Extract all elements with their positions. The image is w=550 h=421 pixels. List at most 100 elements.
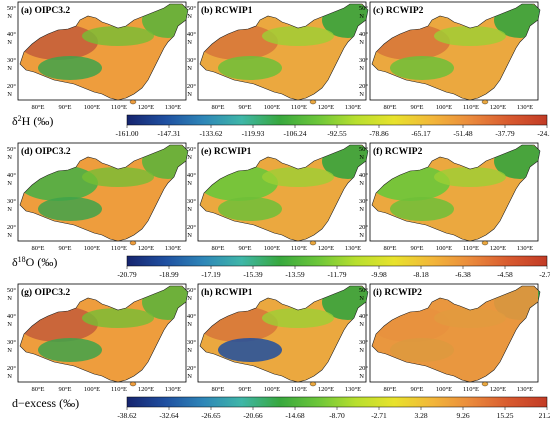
- colorbar-tick-label: -78.86: [369, 129, 389, 138]
- lon-label: 100°E: [264, 386, 280, 393]
- lat-label: 40°: [359, 172, 369, 179]
- lat-hemisphere: N: [7, 347, 12, 354]
- lat-hemisphere: N: [7, 154, 12, 161]
- colorbar-tick-label: 21.23: [539, 411, 550, 420]
- colorbar: -161.00 -147.31 -133.62 -119.93 -106.24 -92.5…: [115, 114, 550, 138]
- lon-label: 80°E: [31, 245, 44, 252]
- colorbar-tick-label: -14.68: [285, 411, 305, 420]
- colorbar-tick-label: -147.31: [157, 129, 180, 138]
- lat-label: 30°: [187, 339, 197, 346]
- lat-label: 50°: [7, 5, 17, 12]
- lat-hemisphere: N: [187, 232, 192, 239]
- lat-hemisphere: N: [359, 347, 364, 354]
- lat-hemisphere: N: [187, 91, 192, 98]
- lat-hemisphere: N: [187, 206, 192, 213]
- lon-label: 100°E: [264, 104, 280, 111]
- lat-label: 40°: [7, 31, 17, 38]
- colorbar-tick-label: -18.99: [159, 270, 179, 279]
- colorbar-tick-label: -37.79: [495, 129, 515, 138]
- lon-label: 110°E: [291, 104, 307, 111]
- colorbar-ramp: [126, 114, 548, 126]
- lon-label: 110°E: [111, 245, 127, 252]
- colorbar-tick-label: -17.19: [201, 270, 221, 279]
- lon-label: 110°E: [463, 245, 479, 252]
- lat-hemisphere: N: [359, 91, 364, 98]
- map-panel: (g) OIPC3.250°N40°N30°N20°N80°E 90°E 100°E…: [7, 283, 189, 393]
- lat-hemisphere: N: [359, 232, 364, 239]
- lat-hemisphere: N: [187, 321, 192, 328]
- lon-label: 80°E: [383, 386, 396, 393]
- colorbar-tick-label: -119.93: [242, 129, 265, 138]
- lat-hemisphere: N: [7, 180, 12, 187]
- figure-row-3: (g) OIPC3.250°N40°N30°N20°N80°E 90°E 100°E…: [7, 283, 550, 420]
- colorbar-tick-label: -2.71: [371, 411, 387, 420]
- lon-label: 80°E: [31, 386, 44, 393]
- lat-label: 20°: [7, 83, 17, 90]
- lon-label: 110°E: [111, 386, 127, 393]
- lat-hemisphere: N: [359, 39, 364, 46]
- lat-label: 30°: [359, 198, 369, 205]
- lon-label: 90°E: [58, 104, 71, 111]
- lat-hemisphere: N: [359, 13, 364, 20]
- lon-label: 130°E: [517, 104, 533, 111]
- colorbar-tick-label: -24.10: [537, 129, 550, 138]
- colorbar-tick-label: -8.70: [329, 411, 345, 420]
- lon-label: 130°E: [517, 386, 533, 393]
- lon-label: 100°E: [264, 245, 280, 252]
- lon-label: 120°E: [318, 245, 334, 252]
- colorbar-ramp: [126, 255, 548, 267]
- colorbar-tick-label: -4.58: [497, 270, 513, 279]
- lat-label: 30°: [7, 339, 17, 346]
- lon-label: 120°E: [318, 386, 334, 393]
- lat-label: 50°: [187, 5, 197, 12]
- hainan-island: [129, 240, 137, 246]
- lat-hemisphere: N: [7, 65, 12, 72]
- lon-label: 120°E: [318, 104, 334, 111]
- lat-label: 50°: [359, 287, 369, 294]
- lat-hemisphere: N: [187, 347, 192, 354]
- lat-label: 20°: [359, 83, 369, 90]
- colorbar-tick-label: -20.66: [243, 411, 263, 420]
- map-panel: (d) OIPC3.250°N40°N30°N20°N80°E 90°E 100°E…: [7, 142, 189, 252]
- lon-label: 80°E: [383, 104, 396, 111]
- lon-label: 120°E: [490, 245, 506, 252]
- colorbar-tick-label: -38.62: [117, 411, 137, 420]
- lat-label: 40°: [187, 31, 197, 38]
- lat-hemisphere: N: [187, 180, 192, 187]
- colorbar-tick-label: 3.28: [414, 411, 427, 420]
- lat-hemisphere: N: [359, 295, 364, 302]
- lat-label: 50°: [187, 287, 197, 294]
- lat-label: 20°: [359, 224, 369, 231]
- panel-label: (e) RCWIP1: [201, 146, 252, 157]
- lat-label: 40°: [187, 313, 197, 320]
- lat-label: 20°: [187, 83, 197, 90]
- panel-label: (c) RCWIP2: [373, 5, 424, 16]
- lat-hemisphere: N: [187, 295, 192, 302]
- colorbar: -38.62 -32.64 -26.65 -20.66 -14.68 -8.70 -2.71…: [117, 396, 550, 420]
- lat-hemisphere: N: [359, 65, 364, 72]
- hainan-island: [481, 381, 489, 387]
- lon-label: 130°E: [345, 104, 361, 111]
- lon-label: 120°E: [138, 386, 154, 393]
- colorbar-ramp: [126, 396, 548, 408]
- lon-label: 110°E: [463, 386, 479, 393]
- lon-label: 90°E: [58, 245, 71, 252]
- colorbar-tick-label: -13.59: [285, 270, 305, 279]
- lon-label: 120°E: [490, 104, 506, 111]
- lat-label: 50°: [359, 146, 369, 153]
- lat-label: 20°: [187, 365, 197, 372]
- lon-label: 90°E: [58, 386, 71, 393]
- lon-label: 130°E: [165, 245, 181, 252]
- hainan-island: [481, 99, 489, 105]
- lon-label: 110°E: [463, 104, 479, 111]
- panel-label: (g) OIPC3.2: [21, 287, 70, 298]
- lon-label: 110°E: [291, 245, 307, 252]
- lat-label: 30°: [359, 339, 369, 346]
- lat-hemisphere: N: [7, 373, 12, 380]
- lat-label: 50°: [187, 146, 197, 153]
- lon-label: 110°E: [291, 386, 307, 393]
- panel-label: (h) RCWIP1: [201, 287, 253, 298]
